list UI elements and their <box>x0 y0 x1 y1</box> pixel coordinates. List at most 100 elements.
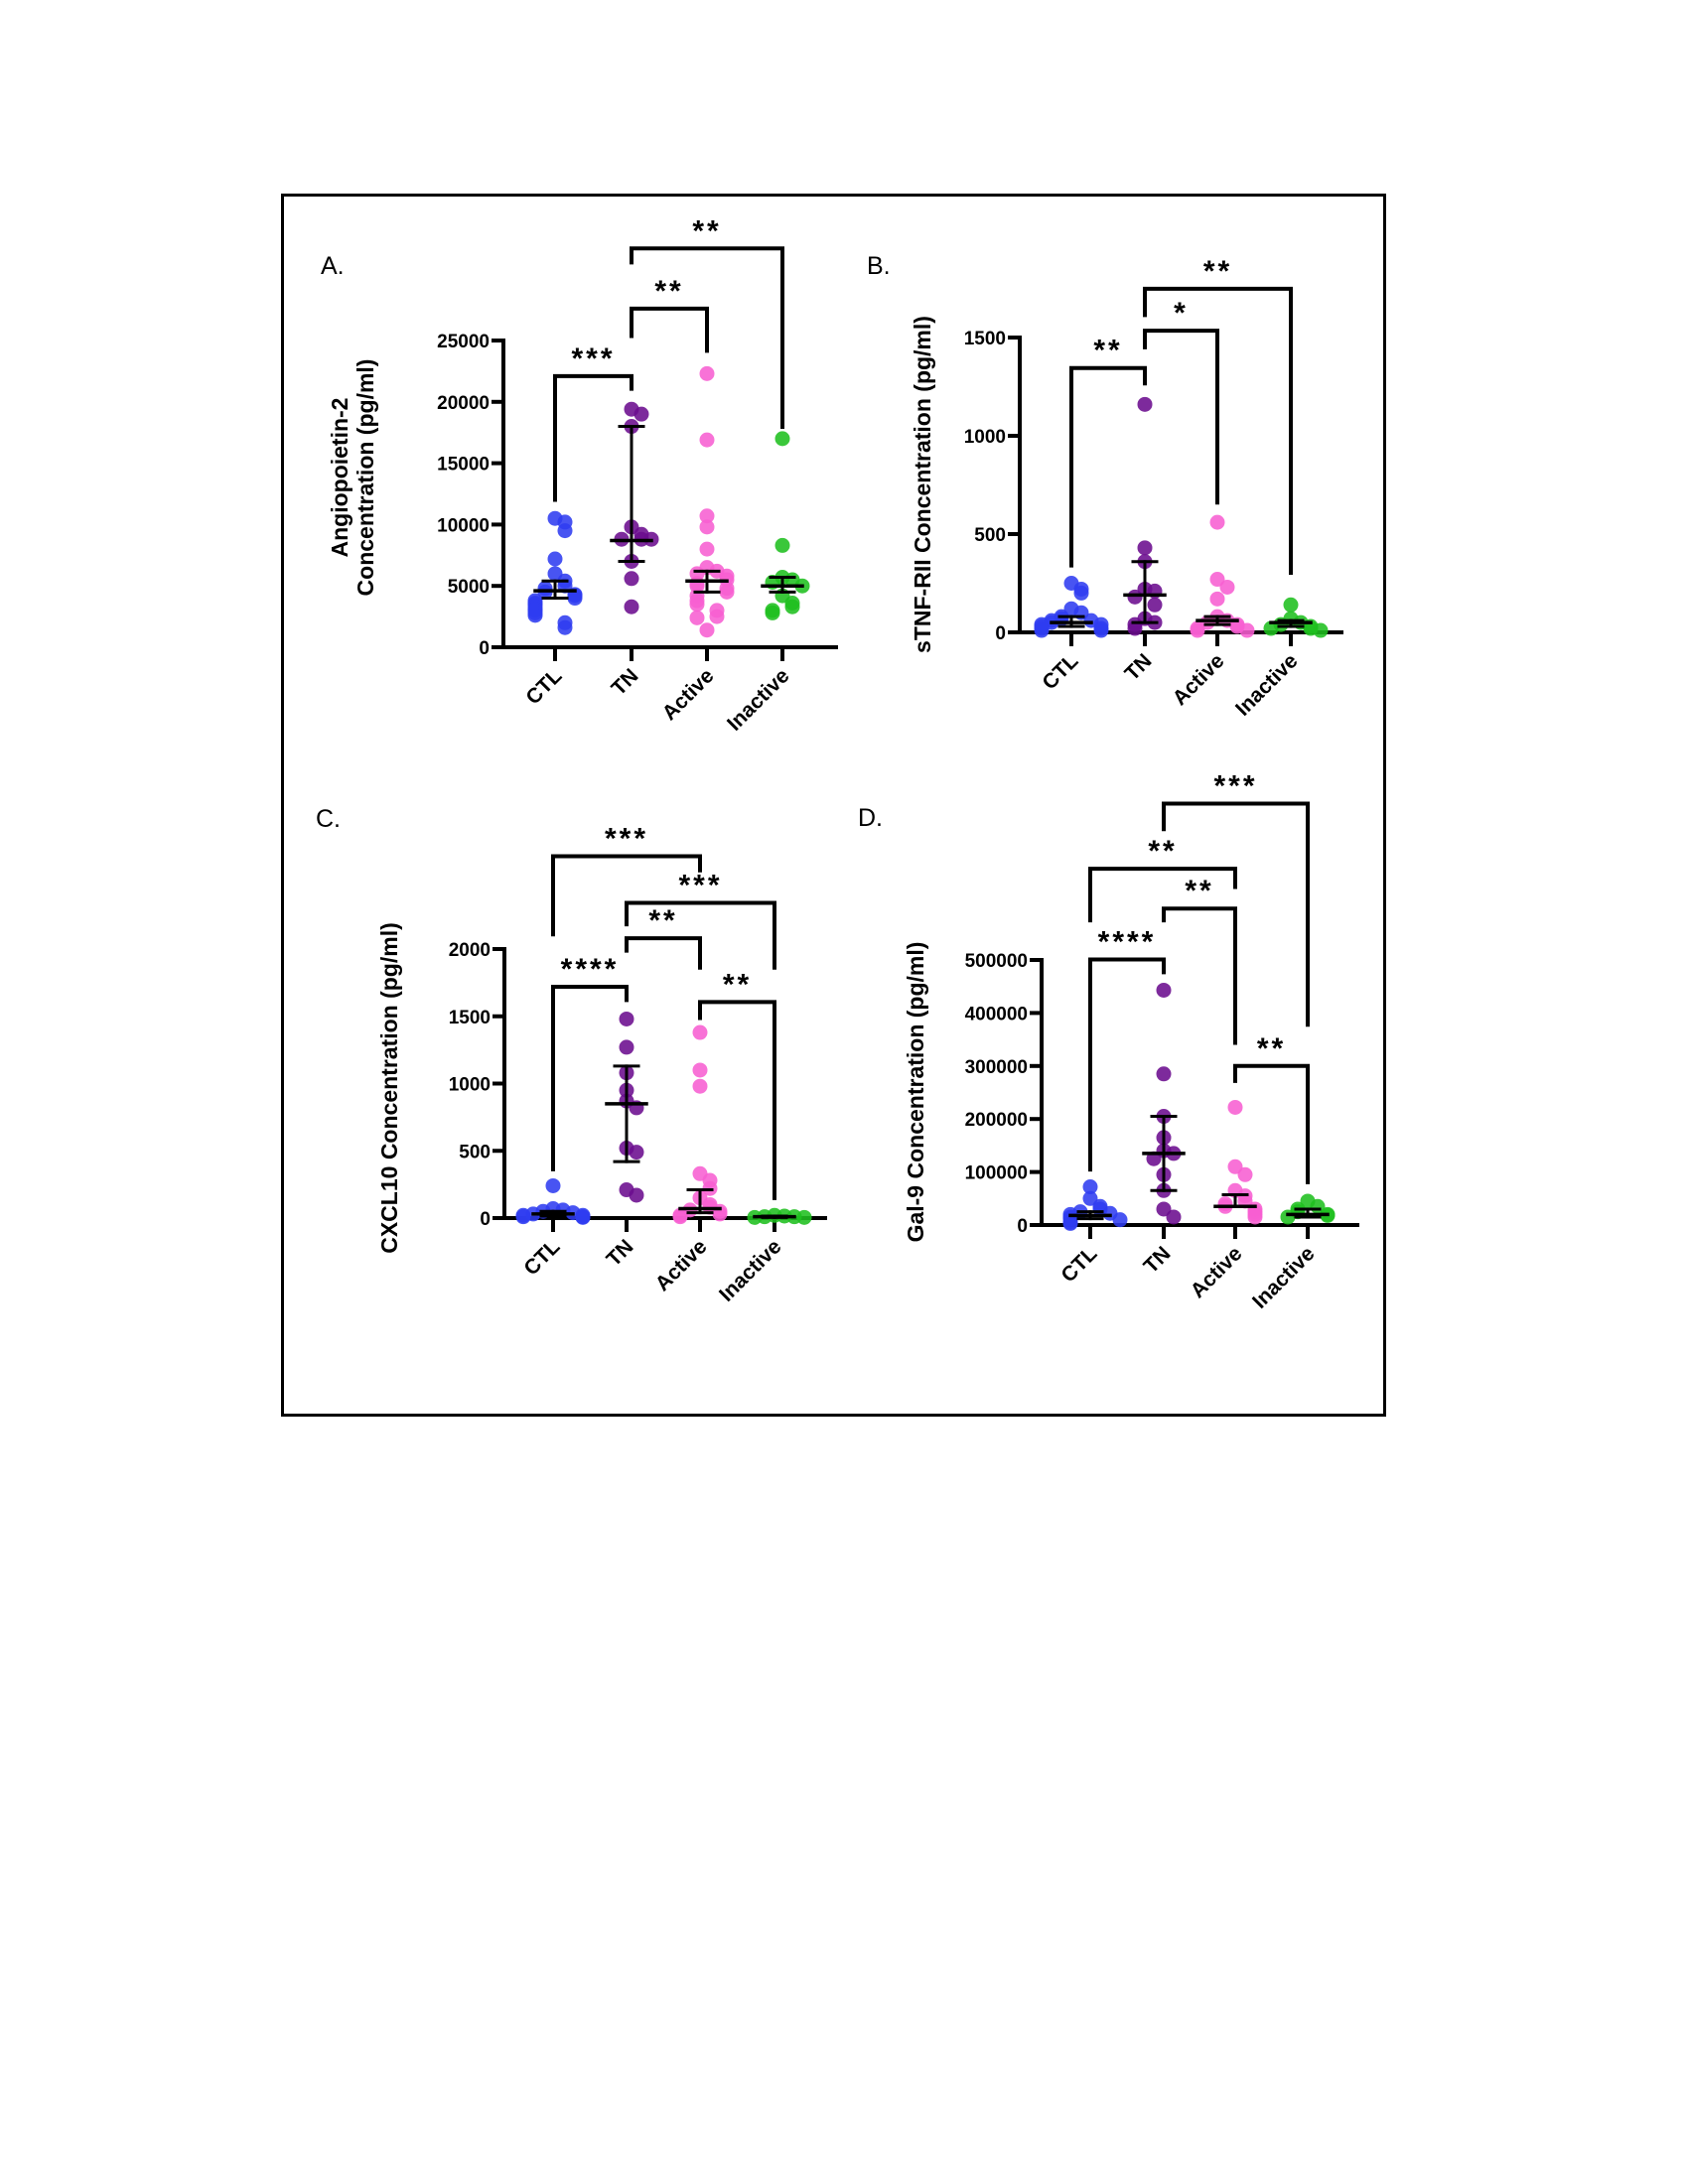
y-axis-title: sTNF-RII Concentration (pg/ml) <box>910 316 935 653</box>
significance-bracket: ** <box>1233 1032 1310 1184</box>
data-point <box>545 1177 561 1193</box>
group-tn <box>1123 396 1167 636</box>
significance-label: *** <box>678 870 722 902</box>
data-point <box>527 608 543 623</box>
significance-bracket: ** <box>1088 835 1237 923</box>
data-point <box>1239 622 1255 638</box>
significance-label: *** <box>1213 769 1257 802</box>
data-point <box>699 541 715 557</box>
x-tick-label: TN <box>602 1235 637 1271</box>
data-point <box>1127 589 1143 605</box>
data-point <box>1209 591 1225 607</box>
data-point <box>1280 1209 1296 1225</box>
y-tick-label: 500 <box>459 1142 491 1162</box>
y-tick-label: 0 <box>995 623 1006 644</box>
x-tick-label: Inactive <box>1231 649 1303 721</box>
x-tick-label: CTL <box>1038 649 1082 694</box>
significance-label: ** <box>1093 335 1122 367</box>
y-tick-label: 25000 <box>437 332 490 352</box>
data-point <box>699 519 715 535</box>
y-tick-label: 300000 <box>965 1057 1028 1078</box>
data-point <box>1137 396 1153 412</box>
x-tick-label: CTL <box>521 664 566 709</box>
significance-bracket: ** <box>1143 255 1293 575</box>
group-ctl <box>1062 1179 1128 1231</box>
group-tn <box>1142 982 1186 1225</box>
group-ctl <box>527 510 583 635</box>
bracket-line <box>553 373 633 502</box>
x-tick-label: Active <box>1187 1242 1247 1302</box>
significance-bracket: *** <box>1162 769 1310 1027</box>
y-tick-label: 15000 <box>437 455 490 476</box>
data-point <box>699 622 715 638</box>
bracket-line <box>625 936 702 970</box>
group-ctl <box>1034 576 1109 638</box>
significance-label: ** <box>1148 835 1177 868</box>
data-point <box>547 551 563 567</box>
significance-label: *** <box>571 342 615 375</box>
y-axis-title: CXCL10 Concentration (pg/ml) <box>376 922 402 1254</box>
data-point <box>515 1209 531 1225</box>
y-tick-label: 1500 <box>449 1008 491 1028</box>
y-tick-label: 5000 <box>448 577 490 598</box>
group-ctl <box>515 1177 591 1225</box>
bracket-line <box>1162 906 1237 1045</box>
data-point <box>672 1209 688 1225</box>
x-tick-label: CTL <box>1056 1242 1101 1287</box>
data-point <box>1137 540 1153 556</box>
data-point <box>629 1187 644 1203</box>
data-point <box>1190 622 1205 638</box>
group-active <box>685 365 735 638</box>
group-tn <box>605 1011 648 1203</box>
data-point <box>774 537 790 553</box>
data-point <box>699 432 715 448</box>
bracket-line <box>625 900 776 970</box>
data-point <box>1247 1209 1263 1225</box>
significance-bracket: ** <box>1069 335 1147 568</box>
y-tick-label: 2000 <box>449 940 491 961</box>
significance-bracket: ** <box>1162 875 1237 1045</box>
data-point <box>709 609 725 624</box>
data-point <box>692 1062 708 1078</box>
data-point <box>1156 1066 1172 1082</box>
data-point <box>575 1209 591 1225</box>
group-inactive <box>1280 1193 1336 1225</box>
bracket-line <box>551 984 629 1171</box>
panel-label: D. <box>858 804 883 832</box>
data-point <box>1283 597 1299 613</box>
y-tick-label: 0 <box>479 638 490 659</box>
panel-label: A. <box>321 252 345 280</box>
data-point <box>1313 622 1329 638</box>
data-point <box>1127 620 1143 636</box>
data-point <box>619 1011 634 1026</box>
y-tick-label: 20000 <box>437 393 490 414</box>
bracket-line <box>698 1000 776 1200</box>
significance-label: ** <box>723 968 752 1001</box>
data-point <box>624 571 639 587</box>
y-tick-label: 100000 <box>965 1163 1028 1184</box>
significance-bracket: * <box>1143 297 1219 505</box>
significance-bracket: ** <box>625 904 702 970</box>
panel-label: B. <box>867 252 891 280</box>
data-point <box>1219 579 1235 595</box>
x-tick-label: TN <box>1139 1242 1175 1278</box>
significance-label: ** <box>1203 255 1232 288</box>
x-tick-label: Active <box>658 664 719 725</box>
y-tick-label: 500000 <box>965 951 1028 972</box>
y-axis-title: Gal-9 Concentration (pg/ml) <box>903 942 928 1243</box>
significance-label: ** <box>654 275 683 308</box>
chart-panel-c: C. CXCL10 Concentration (pg/ml) 0 500 1000 15… <box>316 805 827 1306</box>
significance-label: *** <box>605 823 648 856</box>
data-point <box>567 591 583 607</box>
significance-label: * <box>1174 297 1189 330</box>
bracket-line <box>1143 329 1219 505</box>
data-point <box>1263 620 1279 636</box>
y-tick-label: 1500 <box>964 329 1006 349</box>
data-point <box>1237 1166 1253 1182</box>
significance-label: **** <box>1098 925 1157 958</box>
x-tick-label: TN <box>607 664 642 700</box>
x-tick-label: Active <box>1169 649 1229 710</box>
data-point <box>689 597 705 613</box>
y-tick-label: 0 <box>480 1209 491 1230</box>
